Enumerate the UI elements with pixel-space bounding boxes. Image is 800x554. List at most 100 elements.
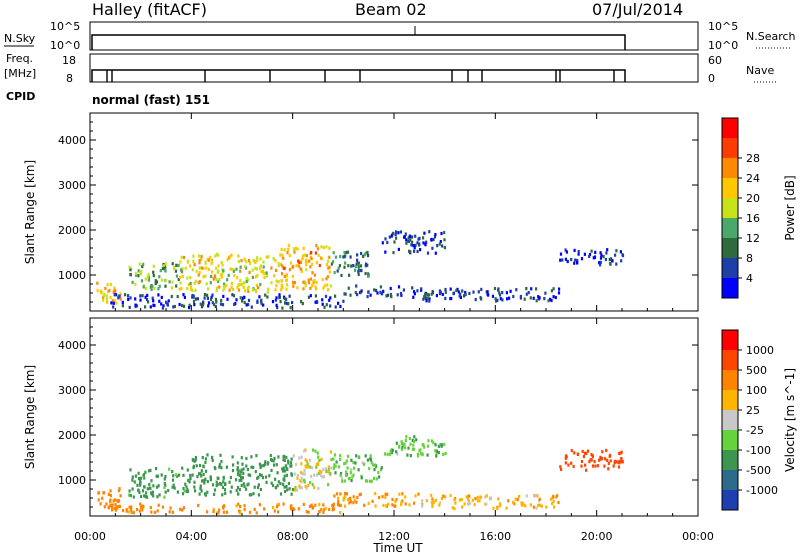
data-cell xyxy=(180,286,183,291)
data-cell xyxy=(616,460,620,464)
data-cell xyxy=(117,294,120,298)
data-cell xyxy=(280,247,283,251)
x-tick-label: 16:00 xyxy=(479,530,511,543)
nsearch-tick-bottom: 10^0 xyxy=(708,39,738,52)
data-cell xyxy=(583,451,587,455)
data-cell xyxy=(167,488,170,493)
data-cell xyxy=(401,445,404,449)
data-cell xyxy=(347,286,350,290)
data-cell xyxy=(379,468,383,472)
data-cell xyxy=(367,501,370,505)
data-cell xyxy=(287,459,290,463)
data-cell xyxy=(596,464,600,468)
data-cell xyxy=(516,498,519,502)
data-cell xyxy=(276,471,279,475)
data-cell xyxy=(245,456,248,461)
data-cell xyxy=(302,502,305,506)
data-cell xyxy=(158,275,161,279)
data-cell xyxy=(302,478,306,482)
data-cell xyxy=(258,503,261,507)
data-cell xyxy=(311,271,314,275)
data-cell xyxy=(435,294,438,298)
data-cell xyxy=(432,500,435,504)
data-cell xyxy=(237,254,240,258)
data-cell xyxy=(142,473,146,477)
data-cell xyxy=(408,503,411,507)
data-cell xyxy=(436,244,439,248)
data-cell xyxy=(191,473,194,477)
data-cell xyxy=(620,259,623,263)
data-cell xyxy=(274,485,278,490)
data-cell xyxy=(601,450,604,454)
data-cell xyxy=(552,287,555,291)
data-cell xyxy=(102,298,105,302)
data-cell xyxy=(439,240,442,244)
data-cell xyxy=(151,296,154,300)
data-cell xyxy=(203,293,206,297)
data-cell xyxy=(259,487,262,492)
data-cell xyxy=(110,301,113,305)
data-cell xyxy=(598,261,601,265)
data-cell xyxy=(457,290,460,294)
data-cell xyxy=(182,486,185,491)
data-cell xyxy=(194,279,197,283)
data-cell xyxy=(170,286,173,290)
data-cell xyxy=(232,294,236,298)
data-cell xyxy=(581,449,584,454)
data-cell xyxy=(226,278,229,282)
data-cell xyxy=(297,507,300,511)
colorbar-tick-label: 500 xyxy=(746,364,767,377)
data-cell xyxy=(564,257,567,261)
data-cell xyxy=(576,260,579,264)
data-cell xyxy=(240,476,243,480)
data-cell xyxy=(400,501,403,505)
data-cell xyxy=(210,274,213,278)
data-cell xyxy=(116,506,119,510)
data-cell xyxy=(204,493,207,497)
data-cell xyxy=(109,503,112,508)
data-cell xyxy=(139,483,142,487)
data-cell xyxy=(277,264,280,268)
data-cell xyxy=(282,502,285,506)
data-cell xyxy=(438,503,441,507)
data-cell xyxy=(301,472,304,476)
data-cell xyxy=(398,445,401,449)
data-cell xyxy=(428,299,431,303)
data-cell xyxy=(442,494,445,498)
data-cell xyxy=(200,255,203,259)
data-cell xyxy=(108,289,111,293)
data-cell xyxy=(497,288,500,292)
data-cell xyxy=(157,484,160,488)
data-cell xyxy=(501,291,504,295)
data-cell xyxy=(456,287,459,291)
data-cell xyxy=(241,462,244,466)
data-cell xyxy=(304,284,307,288)
data-cell xyxy=(202,472,205,476)
data-cell xyxy=(325,303,328,307)
colorbar-tick-label: 12 xyxy=(746,232,760,245)
data-cell xyxy=(529,503,532,507)
data-cell xyxy=(137,477,141,481)
data-cell xyxy=(294,246,298,250)
data-cell xyxy=(204,457,207,461)
data-cell xyxy=(96,289,99,293)
data-cell xyxy=(422,236,425,240)
data-cell xyxy=(186,260,189,264)
data-cell xyxy=(199,302,202,306)
data-cell xyxy=(194,288,197,292)
data-cell xyxy=(124,293,127,297)
data-cell xyxy=(469,501,472,505)
data-cell xyxy=(213,302,216,307)
data-cell xyxy=(341,479,344,483)
data-cell xyxy=(580,464,583,468)
data-cell xyxy=(255,454,258,458)
data-cell xyxy=(183,295,186,299)
data-cell xyxy=(400,503,403,507)
data-cell xyxy=(245,260,248,264)
data-cell xyxy=(281,286,284,290)
data-cell xyxy=(155,485,159,489)
data-cell xyxy=(426,292,429,297)
data-cell xyxy=(280,288,283,292)
data-cell xyxy=(335,460,338,464)
data-cell xyxy=(242,482,245,486)
